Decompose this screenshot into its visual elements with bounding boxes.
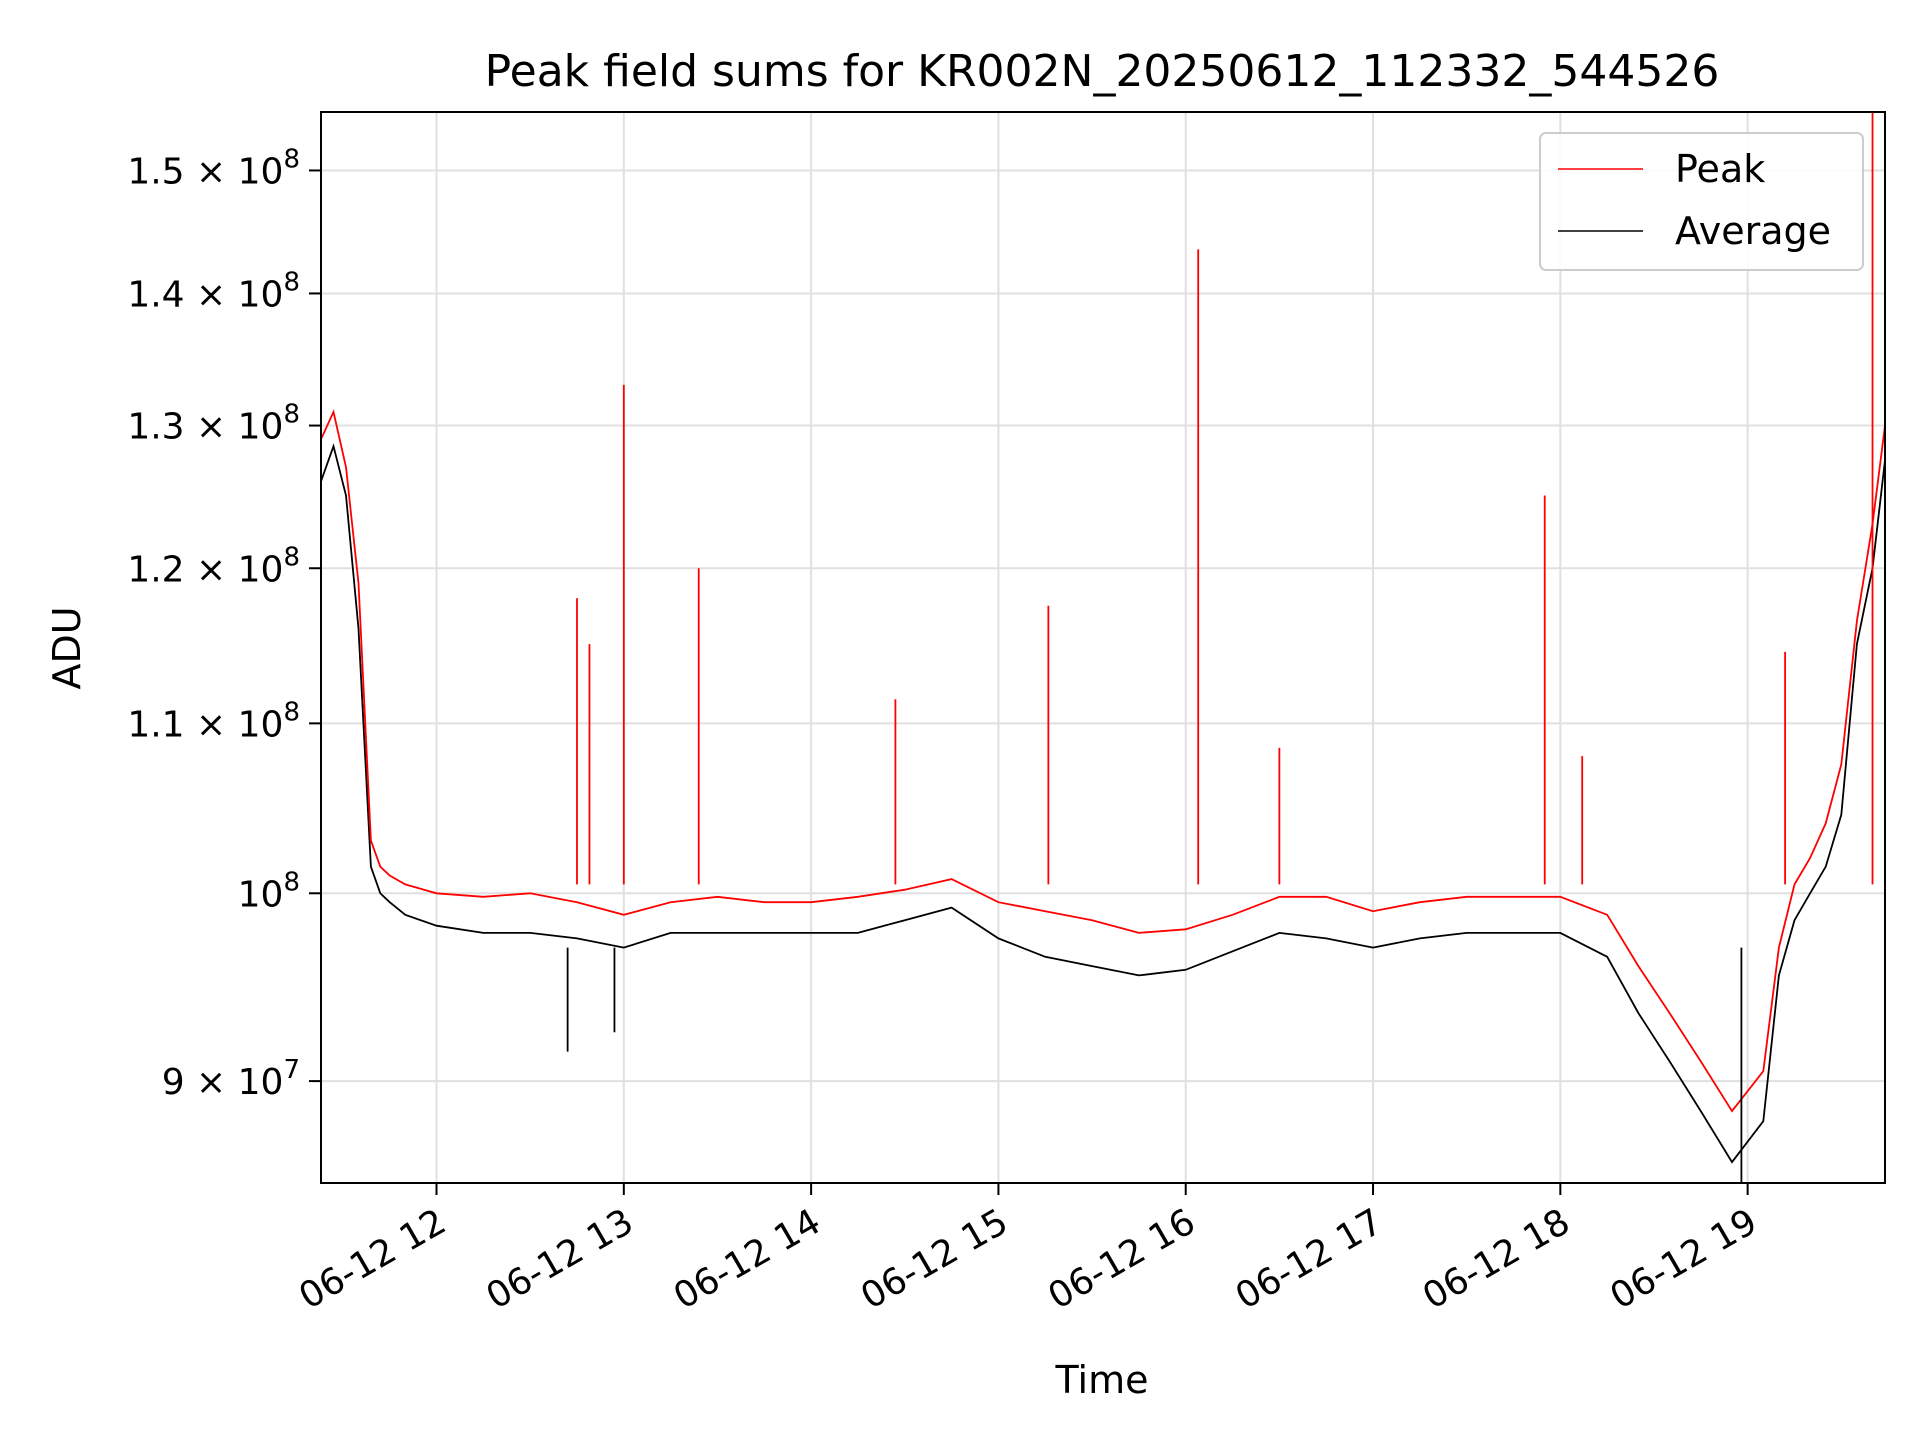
x-axis-label: Time bbox=[1055, 1358, 1149, 1402]
legend-box bbox=[1539, 132, 1864, 271]
y-tick-label: 1.1 × 108 bbox=[127, 697, 300, 745]
y-tick-label: 1.3 × 108 bbox=[127, 400, 300, 448]
y-axis: 9 × 107 108 1.1 × 108 1.2 × 108 1.3 × 108 1.4… bbox=[127, 144, 321, 1103]
y-axis-label: ADU bbox=[45, 606, 89, 689]
chart-title: Peak field sums for KR002N_20250612_1123… bbox=[485, 46, 1720, 97]
legend-average-label: Average bbox=[1675, 209, 1831, 253]
y-tick-label: 1.4 × 108 bbox=[127, 267, 300, 315]
grid bbox=[321, 112, 1885, 1183]
peak-line bbox=[321, 409, 1885, 1113]
y-tick-label: 1.5 × 108 bbox=[127, 144, 300, 192]
legend: Peak Average bbox=[1539, 132, 1864, 271]
legend-peak-label: Peak bbox=[1675, 147, 1765, 191]
plot-area bbox=[321, 112, 1885, 1183]
average-line bbox=[321, 443, 1885, 1164]
plot-frame bbox=[320, 111, 1886, 1184]
y-tick-label: 1.2 × 108 bbox=[127, 542, 300, 590]
y-tick-label: 108 bbox=[238, 867, 300, 915]
y-tick-label: 9 × 107 bbox=[162, 1055, 300, 1103]
